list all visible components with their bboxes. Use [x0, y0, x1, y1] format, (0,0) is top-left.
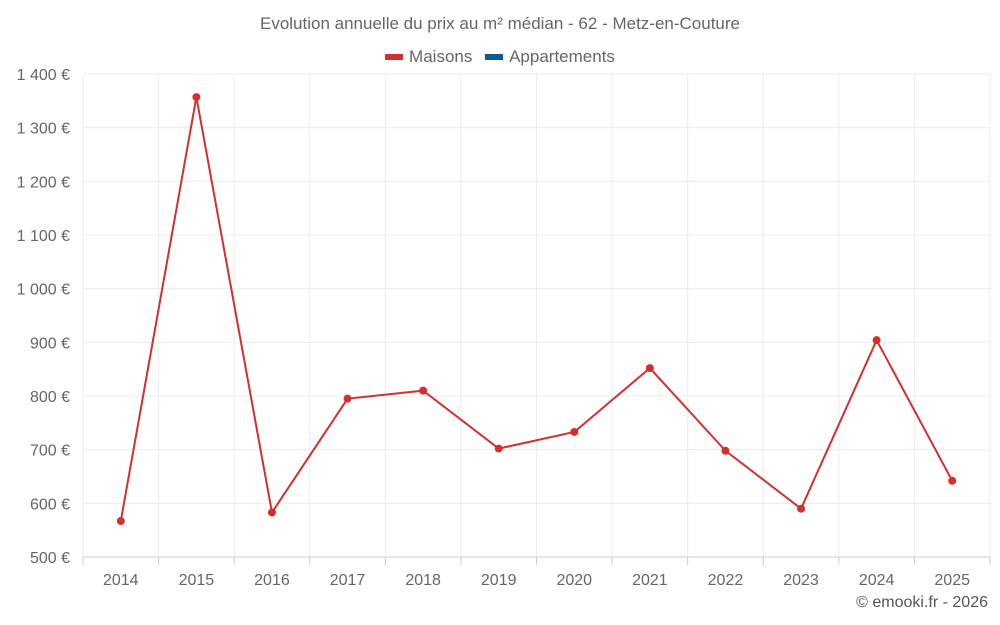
y-tick-label: 600 € [30, 496, 70, 513]
x-tick-label: 2016 [254, 572, 290, 589]
y-tick-label: 900 € [30, 335, 70, 352]
legend: Maisons Appartements [0, 45, 1000, 67]
data-point-maisons-2020 [570, 427, 579, 436]
x-tick-label: 2017 [330, 572, 366, 589]
legend-label-appartements: Appartements [509, 47, 615, 66]
data-point-maisons-2016 [267, 508, 276, 517]
data-point-maisons-2014 [116, 517, 125, 526]
data-point-maisons-2017 [343, 394, 352, 403]
grid-layer [82, 73, 991, 558]
chart-title: Evolution annuelle du prix au m² médian … [259, 14, 741, 33]
data-point-maisons-2025 [948, 476, 957, 485]
y-tick-label: 1 400 € [17, 67, 70, 84]
y-tick-label: 700 € [30, 443, 70, 460]
legend-item-appartements[interactable]: Appartements [485, 47, 615, 67]
legend-swatch-appartements [485, 54, 504, 60]
data-point-maisons-2021 [645, 364, 654, 373]
legend-swatch-maisons [385, 54, 404, 60]
legend-label-maisons: Maisons [409, 47, 473, 66]
data-point-maisons-2023 [797, 504, 806, 513]
series-line-maisons [119, 96, 954, 522]
x-tick-label: 2018 [405, 572, 441, 589]
y-tick-label: 1 000 € [17, 282, 70, 299]
x-tick-label: 2023 [783, 572, 819, 589]
x-tick-label: 2014 [103, 572, 139, 589]
y-tick-label: 1 200 € [17, 174, 70, 191]
legend-item-maisons[interactable]: Maisons [385, 47, 472, 67]
y-tick-label: 500 € [30, 550, 70, 567]
series-layer [116, 93, 957, 526]
y-tick-label: 800 € [30, 389, 70, 406]
x-tick-label: 2025 [934, 572, 970, 589]
x-tick-label: 2021 [632, 572, 668, 589]
x-tick-label: 2024 [859, 572, 895, 589]
x-tick-label: 2019 [481, 572, 517, 589]
data-point-maisons-2024 [872, 336, 881, 345]
data-point-maisons-2019 [494, 444, 503, 453]
y-tick-label: 1 300 € [17, 121, 70, 138]
x-tick-label: 2020 [556, 572, 592, 589]
axis-layer: 500 € 600 € 700 € 800 € 900 € 1 000 € 1 100 € 1… [17, 67, 991, 589]
y-tick-label: 1 100 € [17, 228, 70, 245]
data-point-maisons-2018 [419, 386, 428, 395]
x-tick-label: 2015 [179, 572, 215, 589]
data-point-maisons-2015 [192, 93, 201, 102]
x-tick-label: 2022 [708, 572, 744, 589]
copyright-text: © emooki.fr - 2026 [856, 594, 988, 611]
data-point-maisons-2022 [721, 446, 730, 455]
